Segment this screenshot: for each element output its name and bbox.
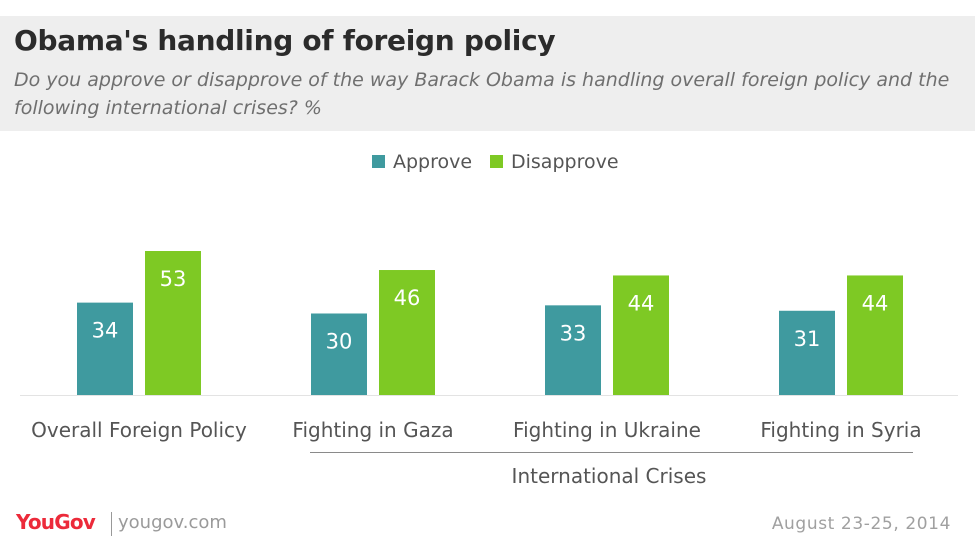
data-label-disapprove-1: 53 <box>160 267 187 291</box>
category-label-2: Fighting in Gaza <box>292 418 453 442</box>
data-label-disapprove-2: 46 <box>394 286 421 310</box>
legend-label-disapprove: Disapprove <box>511 151 619 173</box>
data-label-disapprove-3: 44 <box>628 291 655 315</box>
chart-title: Obama's handling of foreign policy <box>14 24 556 57</box>
data-label-approve-3: 33 <box>560 321 587 345</box>
legend-swatch-disapprove <box>490 155 503 168</box>
category-label-4: Fighting in Syria <box>760 418 921 442</box>
data-label-approve-4: 31 <box>794 327 821 351</box>
bar-chart: 34 53 Overall Foreign Policy 30 46 Fighting i… <box>20 151 958 488</box>
data-label-approve-1: 34 <box>92 319 119 343</box>
bar-approve-4 <box>779 310 835 395</box>
footer-site-link[interactable]: yougov.com <box>118 512 227 533</box>
bar-disapprove-3 <box>613 275 669 395</box>
category-label-3: Fighting in Ukraine <box>513 418 701 442</box>
group-label: International Crises <box>512 464 707 488</box>
bar-disapprove-1 <box>145 251 201 395</box>
legend-swatch-approve <box>372 155 385 168</box>
chart-subtitle: Do you approve or disapprove of the way … <box>14 69 950 119</box>
bar-approve-1 <box>77 302 133 395</box>
category-label-1: Overall Foreign Policy <box>31 418 247 442</box>
bar-approve-3 <box>545 305 601 395</box>
data-label-disapprove-4: 44 <box>862 291 889 315</box>
bar-disapprove-2 <box>379 270 435 395</box>
header-band: Obama's handling of foreign policy Do yo… <box>0 16 975 131</box>
footer-divider <box>111 512 112 536</box>
data-label-approve-2: 30 <box>326 329 353 353</box>
bar-disapprove-4 <box>847 275 903 395</box>
bar-approve-2 <box>311 313 367 395</box>
legend-label-approve: Approve <box>393 151 472 173</box>
survey-date: August 23-25, 2014 <box>771 514 951 534</box>
yougov-logo: YouGov <box>16 510 96 534</box>
